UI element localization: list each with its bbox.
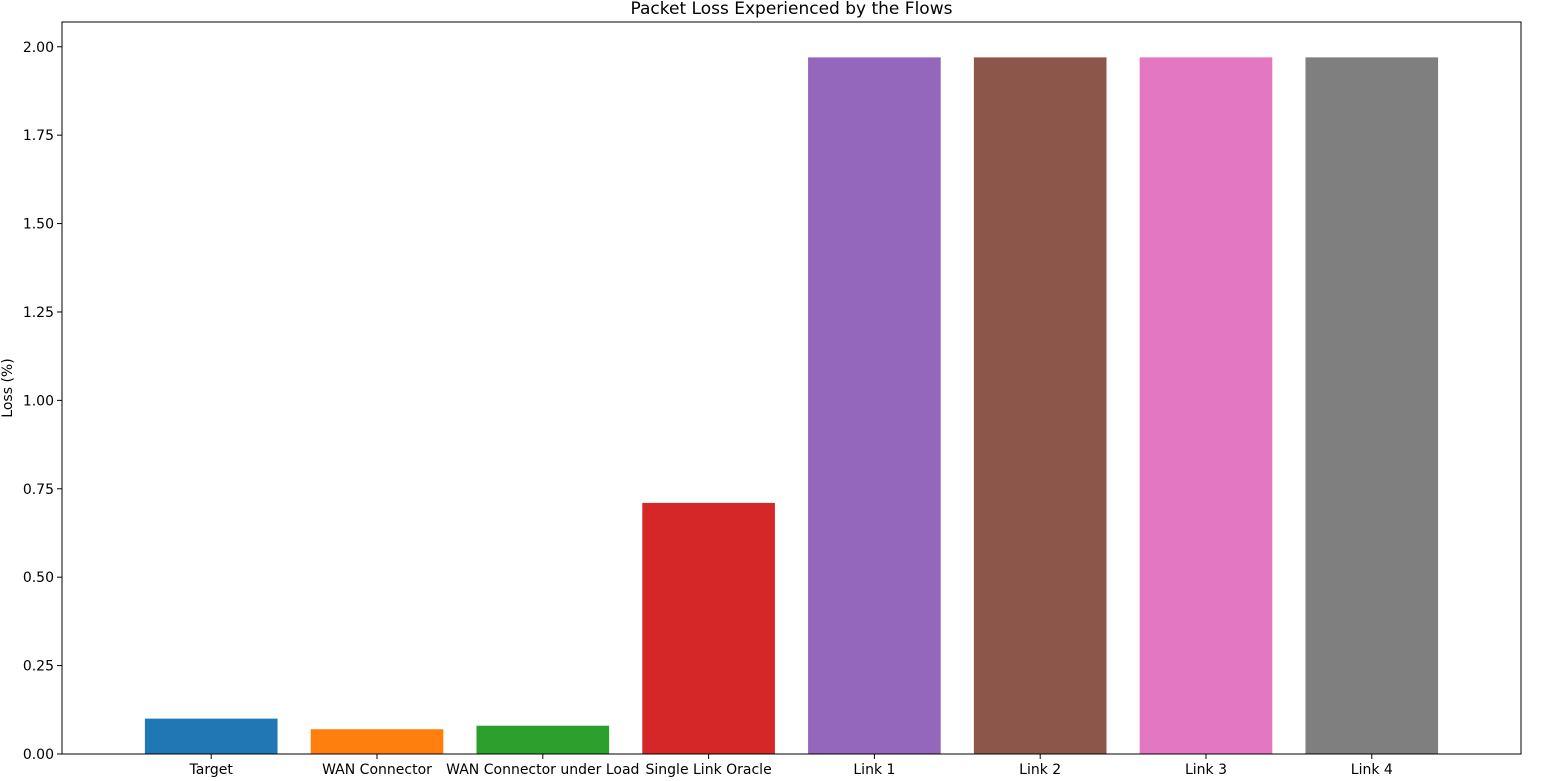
x-tick-label: Single Link Oracle: [646, 762, 772, 777]
y-tick-label: 1.50: [23, 217, 54, 233]
y-tick-label: 0.00: [23, 747, 54, 763]
bar-wan-connector-under-load: [476, 725, 610, 754]
bar-link-2: [973, 57, 1107, 755]
bar-target: [144, 718, 278, 754]
x-tick-label: Target: [189, 762, 234, 777]
y-axis-ticks: 0.00 0.25 0.50 0.75 1.00 1.25 1.50 1.75 2.00: [23, 40, 62, 763]
bar-link-4: [1305, 57, 1439, 755]
x-tick-label: WAN Connector under Load: [446, 762, 639, 777]
bar-single-link-oracle: [642, 502, 775, 754]
x-tick-label: WAN Connector: [322, 762, 432, 777]
y-tick-label: 0.50: [23, 570, 54, 586]
bar-link-3: [1139, 57, 1273, 755]
plot-frame: [61, 21, 1522, 755]
chart-title: Packet Loss Experienced by the Flows: [631, 0, 953, 19]
bars-layer: [144, 57, 1439, 755]
x-tick-label: Link 4: [1351, 762, 1393, 777]
x-axis-ticks: Target WAN Connector WAN Connector under L…: [189, 754, 1393, 778]
y-tick-label: 1.75: [23, 128, 54, 144]
x-tick-label: Link 3: [1185, 762, 1227, 777]
y-tick-label: 2.00: [23, 40, 54, 56]
y-tick-label: 0.25: [23, 659, 54, 675]
y-axis-label: Loss (%): [0, 358, 16, 417]
y-tick-label: 1.00: [23, 393, 54, 409]
y-tick-label: 1.25: [23, 305, 54, 321]
y-tick-label: 0.75: [23, 482, 54, 498]
x-tick-label: Link 1: [853, 762, 895, 777]
bar-link-1: [808, 57, 941, 755]
x-tick-label: Link 2: [1019, 762, 1061, 777]
bar-wan-connector: [310, 729, 444, 754]
